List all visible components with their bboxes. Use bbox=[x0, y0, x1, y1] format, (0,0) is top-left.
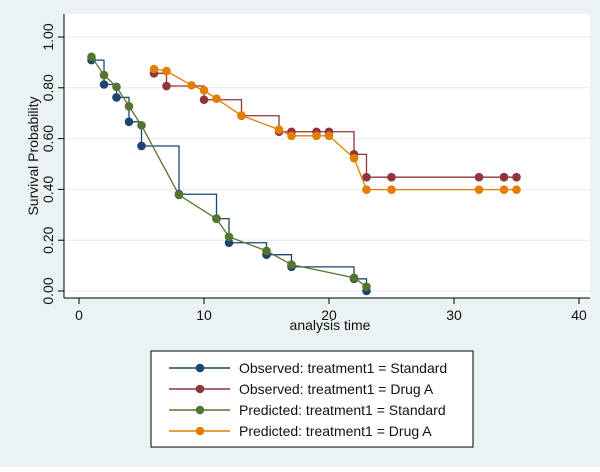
series-4-point bbox=[162, 66, 171, 76]
series-4-point bbox=[312, 131, 321, 141]
plot-area-background bbox=[64, 14, 590, 298]
series-line-4 bbox=[153, 68, 517, 191]
x-axis-title: analysis time bbox=[290, 317, 371, 333]
series-layer bbox=[87, 52, 521, 296]
series-3-point bbox=[112, 82, 121, 92]
legend-label: Observed: treatment1 = Drug A bbox=[239, 381, 434, 397]
series-4-point bbox=[362, 185, 371, 194]
series-3-point bbox=[99, 70, 109, 80]
series-1-point bbox=[137, 141, 146, 151]
series-3-point bbox=[362, 282, 371, 291]
axes: 0.00 0.20 0.40 0.60 0.80 1.00 0 10 20 30 40 bbox=[40, 14, 590, 323]
series-4-point bbox=[149, 64, 159, 74]
y-tick-label: 0.00 bbox=[40, 277, 56, 304]
y-axis-title: Survival Probability bbox=[25, 96, 41, 215]
x-tick-label: 20 bbox=[321, 307, 337, 323]
series-4-point bbox=[324, 131, 334, 141]
series-3-point bbox=[262, 246, 271, 256]
series-1-point bbox=[112, 93, 121, 102]
legend-label: Predicted: treatment1 = Drug A bbox=[239, 423, 432, 439]
series-3-point bbox=[349, 273, 359, 283]
x-tick-label: 40 bbox=[571, 307, 587, 323]
legend-marker bbox=[195, 426, 205, 436]
y-tick-label: 1.00 bbox=[40, 23, 56, 50]
series-4-point bbox=[199, 86, 209, 95]
series-4-point bbox=[499, 185, 509, 194]
series-1-point bbox=[99, 80, 109, 89]
series-4-point bbox=[237, 111, 246, 120]
series-4-point bbox=[474, 185, 484, 194]
series-3-point bbox=[137, 121, 146, 130]
series-4-point bbox=[287, 131, 296, 141]
y-tick-label: 0.60 bbox=[40, 125, 56, 152]
series-2-point bbox=[474, 172, 484, 182]
series-2-point bbox=[362, 172, 371, 182]
x-tick-label: 0 bbox=[75, 307, 83, 323]
series-3-point bbox=[174, 190, 184, 200]
series-3-point bbox=[87, 52, 96, 62]
y-tick-label: 0.20 bbox=[40, 226, 56, 253]
series-3-point bbox=[287, 260, 296, 269]
series-4-point bbox=[212, 94, 221, 104]
series-2-point bbox=[387, 172, 396, 182]
series-1-point bbox=[124, 117, 134, 127]
series-4-point bbox=[187, 80, 196, 90]
y-tick-label: 0.80 bbox=[40, 74, 56, 101]
series-3-point bbox=[124, 102, 134, 111]
series-4-point bbox=[274, 125, 284, 135]
series-4-point bbox=[349, 153, 359, 163]
legend-label: Predicted: treatment1 = Standard bbox=[239, 402, 446, 418]
series-3-point bbox=[212, 214, 221, 224]
legend-marker bbox=[195, 405, 205, 415]
series-3-point bbox=[224, 232, 234, 242]
series-4-point bbox=[512, 185, 521, 194]
series-4-point bbox=[387, 185, 396, 194]
x-tick-label: 10 bbox=[196, 307, 212, 323]
legend-marker bbox=[195, 384, 205, 394]
series-2-point bbox=[199, 95, 209, 105]
series-2-point bbox=[499, 172, 509, 182]
legend: Observed: treatment1 = Standard Observed:… bbox=[150, 350, 474, 448]
series-2-point bbox=[162, 81, 171, 91]
legend-label: Observed: treatment1 = Standard bbox=[239, 360, 447, 376]
y-tick-label: 0.40 bbox=[40, 176, 56, 203]
x-tick-label: 30 bbox=[446, 307, 462, 323]
series-2-point bbox=[512, 172, 521, 182]
grid-lines bbox=[64, 36, 590, 292]
series-line-1 bbox=[91, 59, 368, 291]
legend-marker bbox=[195, 363, 205, 373]
